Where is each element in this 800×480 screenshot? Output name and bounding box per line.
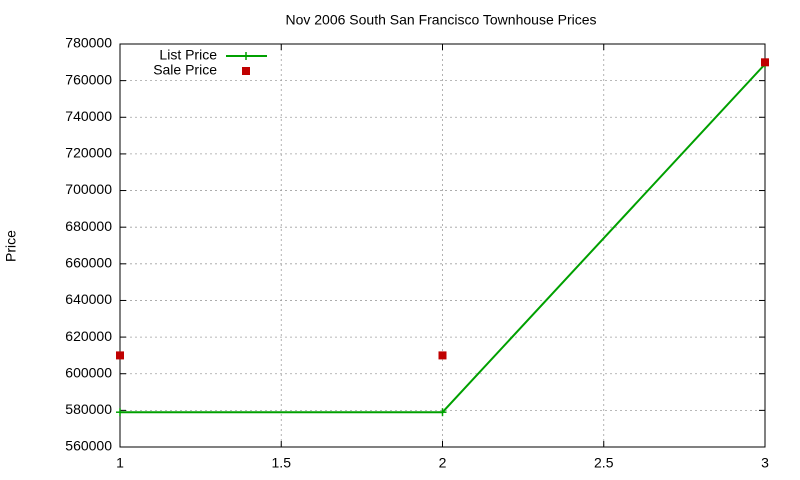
y-tick-label: 680000: [65, 218, 112, 234]
y-axis-label: Price: [3, 230, 19, 262]
x-tick-label: 1: [116, 455, 124, 471]
legend-label: Sale Price: [153, 62, 217, 78]
point-marker: [438, 351, 447, 360]
y-tick-label: 600000: [65, 364, 112, 380]
point-marker: [116, 408, 124, 417]
point-marker: [761, 58, 769, 67]
y-tick-label: 560000: [65, 438, 112, 454]
y-tick-label: 720000: [65, 145, 112, 161]
x-tick-label: 1.5: [272, 455, 292, 471]
x-tick-label: 2.5: [594, 455, 614, 471]
y-tick-label: 580000: [65, 401, 112, 417]
point-marker: [438, 408, 447, 417]
x-tick-label: 3: [761, 455, 769, 471]
legend-swatch: [242, 67, 250, 75]
point-marker: [116, 351, 124, 360]
y-tick-label: 700000: [65, 181, 112, 197]
y-tick-label: 640000: [65, 291, 112, 307]
y-tick-label: 740000: [65, 108, 112, 124]
y-tick-label: 780000: [65, 35, 112, 51]
y-tick-label: 620000: [65, 328, 112, 344]
y-tick-label: 760000: [65, 71, 112, 87]
legend-swatch: [242, 52, 250, 60]
plot-border: [119, 43, 766, 448]
legend-label: List Price: [159, 47, 217, 63]
chart-title: Nov 2006 South San Francisco Townhouse P…: [285, 12, 596, 28]
y-tick-label: 660000: [65, 255, 112, 271]
x-tick-label: 2: [439, 455, 447, 471]
